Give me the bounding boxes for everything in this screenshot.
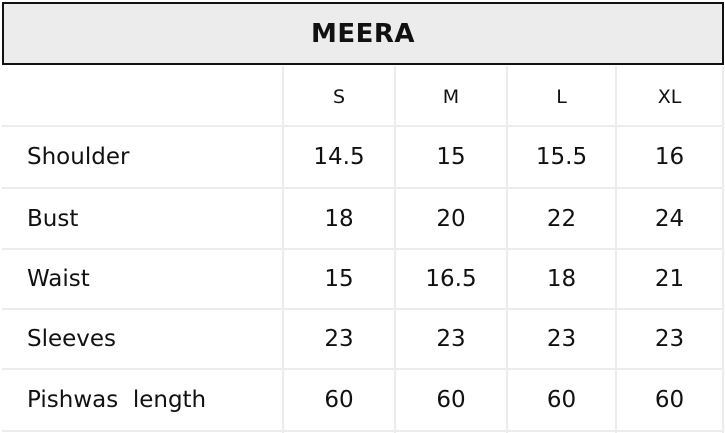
row-label-shoulder: Shoulder bbox=[27, 144, 130, 170]
table-cell: 16.5 bbox=[425, 266, 477, 292]
row-divider bbox=[2, 187, 724, 189]
table-cell: 21 bbox=[654, 266, 685, 292]
row-divider bbox=[2, 308, 724, 310]
table-cell: 20 bbox=[436, 205, 466, 232]
row-divider bbox=[2, 430, 724, 432]
column-header-s: S bbox=[332, 85, 346, 108]
table-cell: 18 bbox=[324, 205, 354, 232]
table-cell: 60 bbox=[324, 387, 354, 413]
row-divider bbox=[2, 125, 724, 127]
table-cell: 60 bbox=[654, 387, 685, 413]
table-cell: 23 bbox=[546, 326, 577, 352]
table-cell: 23 bbox=[324, 326, 354, 352]
table-cell: 18 bbox=[546, 266, 577, 292]
row-divider bbox=[2, 248, 724, 250]
row-label-waist: Waist bbox=[27, 266, 90, 292]
table-cell: 60 bbox=[546, 387, 577, 413]
table-cell: 16 bbox=[654, 144, 685, 170]
column-header-m: M bbox=[442, 85, 460, 108]
table-cell: 14.5 bbox=[313, 144, 365, 170]
column-header-l: L bbox=[556, 85, 567, 108]
table-cell: 23 bbox=[436, 326, 466, 352]
table-cell: 22 bbox=[546, 205, 577, 232]
row-label-sleeves: Sleeves bbox=[27, 326, 117, 352]
table-cell: 23 bbox=[654, 326, 685, 352]
table-cell: 15 bbox=[436, 144, 466, 170]
table-cell: 60 bbox=[436, 387, 466, 413]
table-title: MEERA bbox=[2, 2, 724, 65]
table-cell: 15.5 bbox=[535, 144, 588, 170]
table-cell: 15 bbox=[324, 266, 354, 292]
row-label-bust: Bust bbox=[27, 205, 79, 232]
row-divider bbox=[2, 368, 724, 370]
table-cell: 24 bbox=[654, 205, 685, 232]
column-header-xl: XL bbox=[657, 85, 682, 108]
row-label-pishwas-length: Pishwas length bbox=[27, 387, 207, 413]
